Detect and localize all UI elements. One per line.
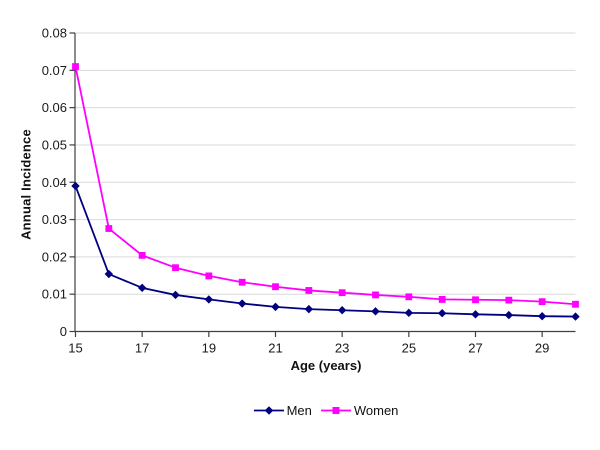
series-women-marker bbox=[338, 289, 346, 297]
x-tick-label: 23 bbox=[335, 341, 349, 356]
series-men-marker bbox=[471, 310, 480, 319]
series-women-marker bbox=[72, 63, 79, 70]
series-men-marker bbox=[371, 307, 380, 316]
series-men-marker bbox=[537, 312, 547, 321]
x-axis-title: Age (years) bbox=[290, 358, 362, 373]
x-tick-label: 25 bbox=[402, 341, 416, 356]
x-tick-label: 15 bbox=[68, 341, 82, 356]
legend: Men Women bbox=[76, 401, 576, 419]
series-women-marker bbox=[305, 287, 313, 294]
y-tick-label: 0.03 bbox=[42, 212, 67, 227]
series-women-marker bbox=[472, 296, 479, 304]
women-line-marker-icon bbox=[320, 405, 351, 416]
legend-label-men: Men bbox=[286, 402, 312, 418]
series-women-marker bbox=[405, 293, 413, 301]
series-men-marker bbox=[304, 304, 314, 314]
y-tick-label: 0.07 bbox=[42, 63, 67, 78]
y-tick-label: 0.05 bbox=[42, 137, 67, 152]
x-tick-label: 27 bbox=[468, 341, 482, 356]
series-women-marker bbox=[238, 278, 246, 286]
x-tick-label: 21 bbox=[268, 341, 282, 356]
y-tick-label: 0.02 bbox=[42, 249, 67, 264]
series-women-line bbox=[74, 66, 576, 306]
series-women-marker bbox=[438, 296, 446, 303]
series-women-marker bbox=[372, 291, 379, 299]
x-tick-label: 19 bbox=[202, 341, 216, 356]
series-women-marker bbox=[538, 298, 546, 306]
legend-item-women: Women bbox=[320, 402, 399, 418]
series-men-marker bbox=[271, 302, 280, 312]
series-men-marker bbox=[337, 306, 347, 315]
series-women-marker bbox=[138, 251, 146, 259]
men-line-marker-icon bbox=[253, 405, 284, 416]
series-men-marker bbox=[237, 299, 247, 308]
legend-item-men: Men bbox=[253, 402, 312, 418]
x-tick-label: 29 bbox=[535, 341, 549, 356]
series-women-marker bbox=[172, 264, 179, 272]
y-tick-label: 0 bbox=[60, 324, 67, 339]
series-men-marker bbox=[104, 269, 114, 279]
series-men-marker bbox=[571, 312, 580, 321]
series-men-marker bbox=[71, 181, 80, 191]
series-men-marker bbox=[404, 308, 414, 318]
series-men-marker bbox=[437, 309, 447, 318]
series-women-marker bbox=[572, 300, 579, 308]
legend-label-women: Women bbox=[353, 402, 399, 418]
series-women-marker bbox=[205, 272, 213, 280]
series-women-marker bbox=[272, 283, 279, 291]
y-tick-label: 0.04 bbox=[42, 175, 67, 190]
y-tick-label: 0.08 bbox=[42, 26, 67, 41]
series-men-line bbox=[74, 185, 576, 318]
y-tick-label: 0.01 bbox=[42, 287, 67, 302]
y-axis-title: Annual Incidence bbox=[18, 129, 34, 240]
y-tick-label: 0.06 bbox=[42, 100, 67, 115]
series-men-marker bbox=[171, 290, 180, 300]
series-men-marker bbox=[204, 295, 214, 304]
series-women-marker bbox=[505, 296, 513, 304]
series-men-marker bbox=[504, 310, 514, 320]
series-women-marker bbox=[105, 225, 113, 232]
x-tick-label: 17 bbox=[135, 341, 149, 356]
series-men-marker bbox=[137, 283, 147, 293]
